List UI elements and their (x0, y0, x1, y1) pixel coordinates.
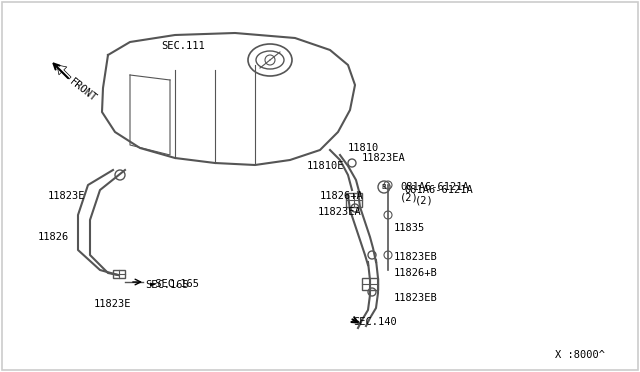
Circle shape (384, 181, 392, 189)
Text: FRONT: FRONT (68, 76, 99, 103)
Text: 11823EB: 11823EB (394, 293, 438, 303)
Text: B: B (381, 184, 387, 190)
Text: 11823EB: 11823EB (394, 252, 438, 262)
Bar (346, 193, 362, 207)
Text: (2): (2) (400, 192, 419, 202)
Text: 11823E: 11823E (48, 191, 86, 201)
Text: 11826+B: 11826+B (394, 268, 438, 278)
Text: SEC.111: SEC.111 (161, 41, 205, 51)
Text: 11823E: 11823E (93, 299, 131, 309)
Text: SEC.140: SEC.140 (353, 317, 397, 327)
Text: 11826: 11826 (38, 232, 69, 242)
Text: (2): (2) (415, 195, 434, 205)
Text: 11835: 11835 (394, 223, 425, 233)
Text: 11810E: 11810E (307, 161, 344, 171)
Text: 11826+A: 11826+A (320, 191, 364, 201)
Text: 081A6-6121A: 081A6-6121A (404, 185, 473, 195)
Circle shape (384, 251, 392, 259)
Text: ►SEC.165: ►SEC.165 (150, 279, 200, 289)
Text: 081A6-6121A: 081A6-6121A (400, 182, 468, 192)
Text: 11823EA: 11823EA (362, 153, 406, 163)
Text: X :8000^: X :8000^ (555, 350, 605, 360)
Bar (113, 270, 125, 278)
Text: SEC.165: SEC.165 (145, 280, 189, 290)
Circle shape (384, 211, 392, 219)
Text: 11810: 11810 (348, 143, 380, 153)
Bar (362, 278, 378, 290)
Text: 11823EA: 11823EA (318, 207, 362, 217)
